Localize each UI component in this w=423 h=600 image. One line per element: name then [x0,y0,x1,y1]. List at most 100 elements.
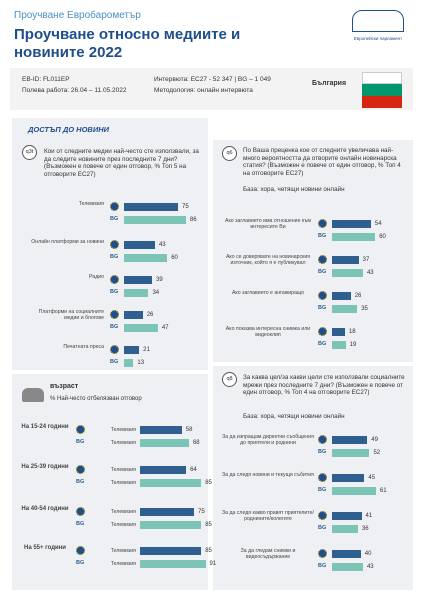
category-label: За да гледам снимки и видеосъдържание [240,548,296,560]
series-label: BG [318,341,327,347]
answer-label: Телевизия [110,440,136,446]
value-label: 39 [156,277,163,283]
meta-method: Методология: онлайн интервюта [154,87,253,94]
eu-icon [110,275,119,284]
bar [124,216,186,224]
bar [140,479,202,487]
value-label: 54 [374,221,382,227]
bar [332,220,371,228]
value-label: 47 [161,325,169,331]
value-label: 43 [158,242,166,248]
value-label: 68 [192,440,200,446]
series-label: BG [318,233,327,239]
bar [332,305,358,313]
eu-icon [76,546,85,555]
series-label: BG [318,525,327,531]
value-label: 86 [189,217,197,223]
series-label: BG [76,521,85,527]
value-label: 52 [373,450,381,456]
category-label: Печатната преса [63,344,104,350]
bar [124,241,155,249]
logo-text: Европейски парламент [353,36,403,41]
eu-icon [318,291,327,300]
value-label: 13 [137,360,145,366]
eu-icon [110,202,119,211]
flag [362,96,402,108]
series-label: BG [110,216,119,222]
value-label: 75 [198,509,205,515]
subtitle: Проучване Евробарометър [14,10,141,21]
value-label: 85 [205,548,212,554]
eu-icon [110,240,119,249]
answer-label: Телевизия [110,561,136,567]
series-label: BG [110,254,119,260]
meta-band [10,68,413,110]
section-title: ДОСТЪП ДО НОВИНИ [28,125,110,134]
age-title: възраст [50,383,79,390]
value-label: 85 [205,522,212,528]
series-label: BG [318,305,327,311]
card [213,140,413,362]
eu-icon [318,473,327,482]
series-label: BG [318,563,327,569]
bar [124,254,168,262]
category-label: На 25-39 години [21,464,69,470]
value-label: 91 [209,561,217,567]
question-code: q6 [222,146,237,161]
category-label: Ако се доверявате на новинарския източни… [225,254,311,266]
title: Проучване относно медиите и новините 202… [14,26,241,61]
bar [140,466,187,474]
bar [124,203,178,211]
series-label: BG [318,487,327,493]
value-label: 45 [368,475,376,481]
value-label: 36 [361,526,369,532]
card [213,366,413,590]
series-label: BG [110,289,119,295]
answer-label: Телевизия [110,427,136,433]
value-label: 60 [379,234,386,240]
bar [140,547,202,555]
value-label: 85 [205,480,212,486]
value-label: 26 [354,293,362,299]
flag [362,84,402,96]
bar [332,525,358,533]
value-label: 61 [379,488,387,494]
bar [124,346,140,354]
bar [124,289,149,297]
value-label: 58 [185,427,193,433]
bar [332,550,361,558]
bar [332,256,359,264]
flag [362,72,402,84]
answer-label: Телевизия [110,467,136,473]
value-label: 60 [171,255,178,261]
value-label: 49 [371,437,378,443]
eu-icon [76,425,85,434]
bar [332,563,363,571]
question: По Ваша преценка кое от следните увелича… [243,147,401,177]
eu-icon [318,549,327,558]
series-label: BG [110,359,119,365]
category-label: За да следя какво правят приятелите/родн… [222,510,314,522]
eu-icon [76,507,85,516]
answer-label: Телевизия [110,548,136,554]
category-label: Онлайн платформи за новини [31,239,104,245]
series-label: BG [110,324,119,330]
series-label: BG [76,560,85,566]
bar [332,328,345,336]
category-label: Радио [89,274,104,280]
series-label: BG [318,449,327,455]
eu-icon [110,310,119,319]
eu-icon [110,345,119,354]
bar [332,449,370,457]
eu-icon [318,327,327,336]
base: База: хора, четящи новини онлайн [243,186,345,193]
answer-label: Телевизия [110,509,136,515]
value-label: 64 [190,467,197,473]
value-label: 21 [143,347,150,353]
category-label: На 40-54 години [21,506,69,512]
meta-id: EB-ID: FL011EP [22,76,70,83]
category-label: Ако показва интересна снимка или видеокл… [225,326,311,338]
answer-label: Телевизия [110,480,136,486]
bar [332,341,346,349]
bar [140,426,182,434]
